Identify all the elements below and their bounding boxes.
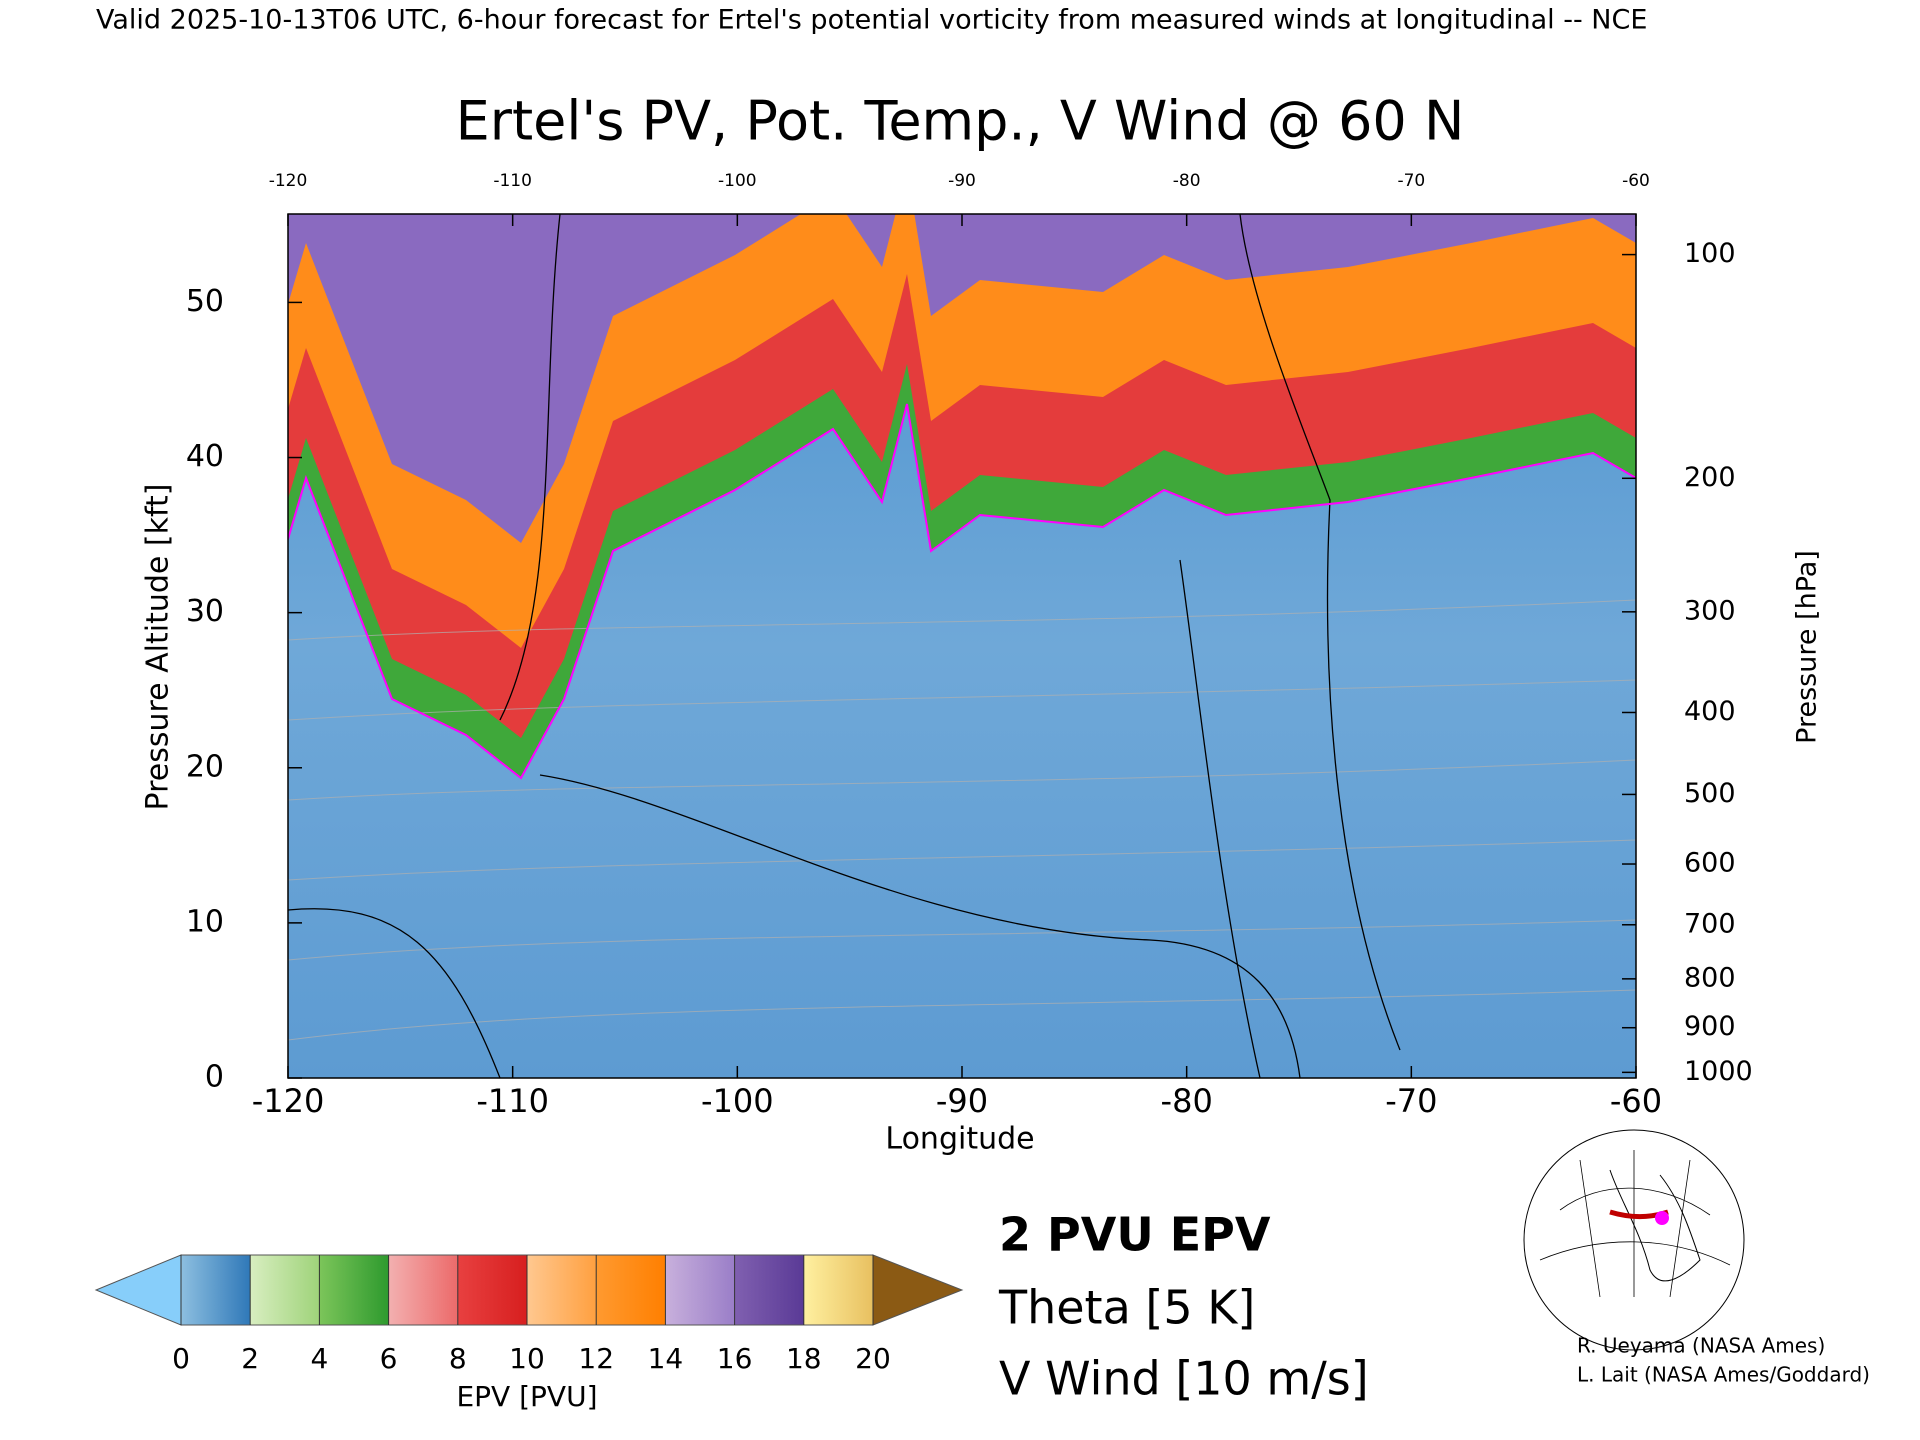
legend-entry: 2 PVU EPV xyxy=(999,1208,1271,1262)
x-tick-label: -90 xyxy=(936,1082,988,1120)
colorbar-tick-label: 16 xyxy=(717,1342,753,1375)
colorbar-segment xyxy=(527,1255,597,1325)
y-tick-label: 20 xyxy=(186,749,224,784)
y2-tick-label: 300 xyxy=(1684,595,1736,626)
x-top-tick-label: -120 xyxy=(269,171,308,191)
locator-map xyxy=(1523,1129,1745,1351)
x-tick-label: -60 xyxy=(1610,1082,1662,1120)
x-tick-label: -110 xyxy=(476,1082,549,1120)
map-coast xyxy=(1609,1169,1701,1282)
colorbar-over xyxy=(872,1254,964,1326)
y2-tick-label: 900 xyxy=(1684,1011,1736,1042)
pv-2-contour xyxy=(288,403,1636,780)
colorbar-tick-label: 4 xyxy=(310,1342,328,1375)
colorbar-tick-label: 6 xyxy=(380,1342,398,1375)
x-tick-label: -100 xyxy=(701,1082,774,1120)
map-dot xyxy=(1655,1211,1669,1225)
colorbar-tick-label: 10 xyxy=(509,1342,545,1375)
y-tick-label: 30 xyxy=(186,594,224,629)
credit: L. Lait (NASA Ames/Goddard) xyxy=(1577,1363,1870,1387)
y2-tick-label: 500 xyxy=(1684,778,1736,809)
x-top-tick-label: -60 xyxy=(1622,171,1650,191)
colorbar-segment xyxy=(457,1255,527,1325)
y2-tick-label: 200 xyxy=(1684,462,1736,493)
y2-tick-label: 600 xyxy=(1684,848,1736,879)
credit: R. Ueyama (NASA Ames) xyxy=(1577,1334,1825,1358)
legend-entry: Theta [5 K] xyxy=(998,1281,1255,1335)
colorbar-tick-label: 0 xyxy=(172,1342,190,1375)
colorbar-tick-label: 18 xyxy=(786,1342,822,1375)
y-tick-label: 40 xyxy=(186,439,224,474)
colorbar-tick-label: 12 xyxy=(578,1342,614,1375)
chart-title: Ertel's PV, Pot. Temp., V Wind @ 60 N xyxy=(456,90,1465,153)
colorbar-tick-label: 14 xyxy=(648,1342,684,1375)
colorbar-tick-label: 8 xyxy=(449,1342,467,1375)
y2-tick-label: 700 xyxy=(1684,908,1736,939)
colorbar-segment xyxy=(181,1255,251,1325)
header: Valid 2025-10-13T06 UTC, 6-hour forecast… xyxy=(96,5,1647,36)
colorbar-segment xyxy=(665,1255,735,1325)
y2-tick-label: 400 xyxy=(1684,696,1736,727)
x-top-tick-label: -70 xyxy=(1397,171,1425,191)
colorbar-tick-label: 20 xyxy=(855,1342,891,1375)
x-top-tick-label: -90 xyxy=(948,171,976,191)
x-top-tick-label: -80 xyxy=(1173,171,1201,191)
colorbar-segment xyxy=(319,1255,389,1325)
map-graticule xyxy=(1539,1150,1731,1298)
y-axis-label: Pressure Altitude [kft] xyxy=(141,484,176,811)
x-tick-label: -70 xyxy=(1385,1082,1437,1120)
colorbar-segment xyxy=(388,1255,458,1325)
colorbar-tick-label: 2 xyxy=(241,1342,259,1375)
y-tick-label: 50 xyxy=(186,284,224,319)
colorbar-label: EPV [PVU] xyxy=(456,1380,597,1413)
colorbar-segment xyxy=(250,1255,320,1325)
y2-tick-label: 800 xyxy=(1684,962,1736,993)
colorbar-under xyxy=(94,1254,182,1326)
y-tick-label: 0 xyxy=(205,1060,224,1095)
colorbar-segment xyxy=(596,1255,666,1325)
theta-lines xyxy=(288,599,1636,1041)
colorbar-segment xyxy=(734,1255,804,1325)
map-outline xyxy=(1523,1129,1745,1351)
y2-tick-label: 100 xyxy=(1684,238,1736,269)
x-axis-label: Longitude xyxy=(885,1122,1034,1157)
wind-contours xyxy=(288,214,1401,1078)
y2-axis-label: Pressure [hPa] xyxy=(1792,550,1823,744)
x-top-tick-label: -100 xyxy=(718,171,757,191)
colorbar-segment xyxy=(803,1255,873,1325)
x-tick-label: -80 xyxy=(1161,1082,1213,1120)
x-top-tick-label: -110 xyxy=(493,171,532,191)
field xyxy=(288,214,1636,1078)
x-tick-label: -120 xyxy=(252,1082,325,1120)
y2-tick-label: 1000 xyxy=(1684,1056,1753,1087)
legend-entry: V Wind [10 m/s] xyxy=(999,1352,1369,1406)
y-tick-label: 10 xyxy=(186,904,224,939)
